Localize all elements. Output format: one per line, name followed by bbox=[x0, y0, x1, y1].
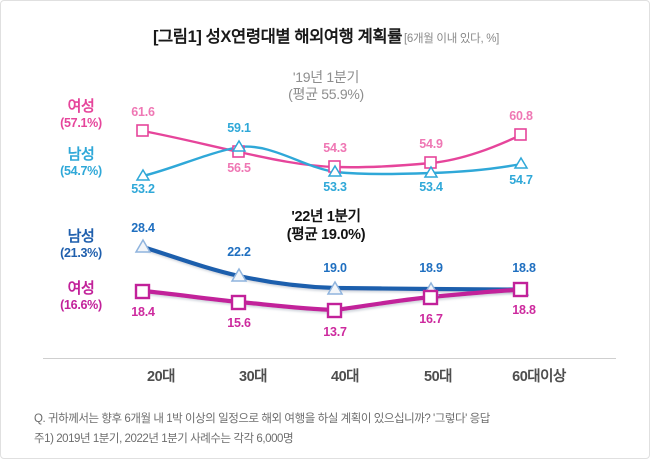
title-main-text: [그림1] 성X연령대별 해외여행 계획률 bbox=[152, 28, 402, 46]
plot-2019 bbox=[135, 124, 529, 181]
page-title: [그림1] 성X연령대별 해외여행 계획률 [6개월 이내 있다, %] bbox=[1, 23, 649, 47]
marker-2019-female-60s bbox=[514, 128, 527, 141]
value-2019-male-50s: 53.4 bbox=[419, 180, 443, 194]
value-2019-female-40s: 54.3 bbox=[323, 141, 347, 155]
x-axis-tick-40s: 40대 bbox=[331, 369, 359, 385]
value-2022-female-30s: 15.6 bbox=[227, 316, 251, 330]
footnote-question: Q. 귀하께서는 향후 6개월 내 1박 이상의 일정으로 해외 여행을 하실 … bbox=[34, 413, 490, 425]
marker-2019-male-60s bbox=[513, 156, 529, 169]
x-axis-tick-60s: 60대이상 bbox=[512, 369, 566, 385]
x-axis-tick-30s: 30대 bbox=[239, 369, 267, 385]
value-2019-female-30s: 56.5 bbox=[227, 161, 251, 175]
marker-2022-female-50s bbox=[422, 289, 439, 306]
series-label-2019-female: 여성 (57.1%) bbox=[33, 98, 129, 130]
value-2019-female-60s: 60.8 bbox=[509, 109, 533, 123]
panel-2022-caption: '22년 1분기 (평균 19.0%) bbox=[1, 209, 649, 244]
series-label-2022-female-overall: (16.6%) bbox=[60, 297, 102, 312]
marker-2019-female-20s bbox=[136, 124, 149, 137]
marker-2019-male-40s bbox=[327, 164, 343, 177]
series-label-2019-male: 남성 (54.7%) bbox=[33, 146, 129, 178]
value-2019-female-50s: 54.9 bbox=[419, 137, 443, 151]
series-label-2022-male: 남성 (21.3%) bbox=[33, 228, 129, 260]
marker-2019-male-30s bbox=[231, 139, 247, 152]
marker-2022-female-30s bbox=[230, 294, 247, 311]
value-2022-male-30s: 22.2 bbox=[227, 245, 251, 259]
value-2019-female-20s: 61.6 bbox=[131, 105, 155, 119]
value-2019-male-30s: 59.1 bbox=[227, 121, 251, 135]
value-2022-female-60s: 18.8 bbox=[512, 303, 536, 317]
x-axis-line bbox=[43, 358, 616, 359]
panel-2019-caption-line2: (평균 55.9%) bbox=[288, 86, 364, 103]
panel-2022-caption-line1: '22년 1분기 bbox=[291, 209, 361, 225]
value-2019-male-40s: 53.3 bbox=[323, 180, 347, 194]
value-2022-male-50s: 18.9 bbox=[419, 261, 443, 275]
marker-2022-female-40s bbox=[326, 302, 343, 319]
value-2022-male-40s: 19.0 bbox=[323, 261, 347, 275]
panel-2022-q1: '22년 1분기 (평균 19.0%) 남성 (21.3%) 여성 (16.6%… bbox=[1, 203, 649, 353]
series-label-2019-male-overall: (54.7%) bbox=[60, 163, 102, 178]
marker-2022-male-30s bbox=[230, 267, 248, 282]
series-label-2019-male-name: 남성 bbox=[67, 146, 95, 163]
panel-2019-caption: '19년 1분기 (평균 55.9%) bbox=[1, 69, 649, 103]
marker-2022-female-60s bbox=[512, 281, 529, 298]
panel-2022-caption-line2: (평균 19.0%) bbox=[286, 226, 366, 243]
series-label-2019-female-overall: (57.1%) bbox=[60, 115, 102, 130]
marker-2022-male-20s bbox=[134, 238, 152, 253]
marker-2019-male-50s bbox=[423, 165, 439, 178]
panel-2019-caption-line1: '19년 1분기 bbox=[292, 69, 360, 85]
footnotes: Q. 귀하께서는 향후 6개월 내 1박 이상의 일정으로 해외 여행을 하실 … bbox=[34, 409, 634, 449]
value-2022-female-50s: 16.7 bbox=[419, 312, 443, 326]
panel-2019-q1: '19년 1분기 (평균 55.9%) 여성 (57.1%) 남성 (54.7%… bbox=[1, 63, 649, 196]
series-label-2022-male-name: 남성 bbox=[67, 228, 95, 245]
value-2022-female-20s: 18.4 bbox=[131, 305, 155, 319]
x-axis-tick-20s: 20대 bbox=[147, 369, 175, 385]
marker-2019-male-20s bbox=[135, 168, 151, 181]
series-label-2022-female-name: 여성 bbox=[67, 280, 95, 297]
series-label-2022-female: 여성 (16.6%) bbox=[33, 280, 129, 312]
footnote-sample-size: 주1) 2019년 1분기, 2022년 1분기 사례수는 각각 6,000명 bbox=[34, 433, 294, 446]
title-bracket-text: [6개월 이내 있다, %] bbox=[403, 33, 500, 45]
marker-2022-female-20s bbox=[134, 283, 151, 300]
x-axis-tick-50s: 50대 bbox=[424, 369, 452, 385]
value-2019-male-20s: 53.2 bbox=[131, 182, 155, 196]
value-2022-female-40s: 13.7 bbox=[323, 325, 347, 339]
marker-2019-female-50s bbox=[424, 156, 437, 169]
series-label-2022-male-overall: (21.3%) bbox=[60, 245, 102, 260]
value-2022-male-60s: 18.8 bbox=[512, 261, 536, 275]
value-2019-male-60s: 54.7 bbox=[509, 173, 533, 187]
marker-2022-male-40s bbox=[326, 280, 344, 295]
series-label-2019-female-name: 여성 bbox=[67, 98, 95, 115]
value-2022-male-20s: 28.4 bbox=[131, 221, 155, 235]
plot-2022 bbox=[134, 238, 530, 319]
